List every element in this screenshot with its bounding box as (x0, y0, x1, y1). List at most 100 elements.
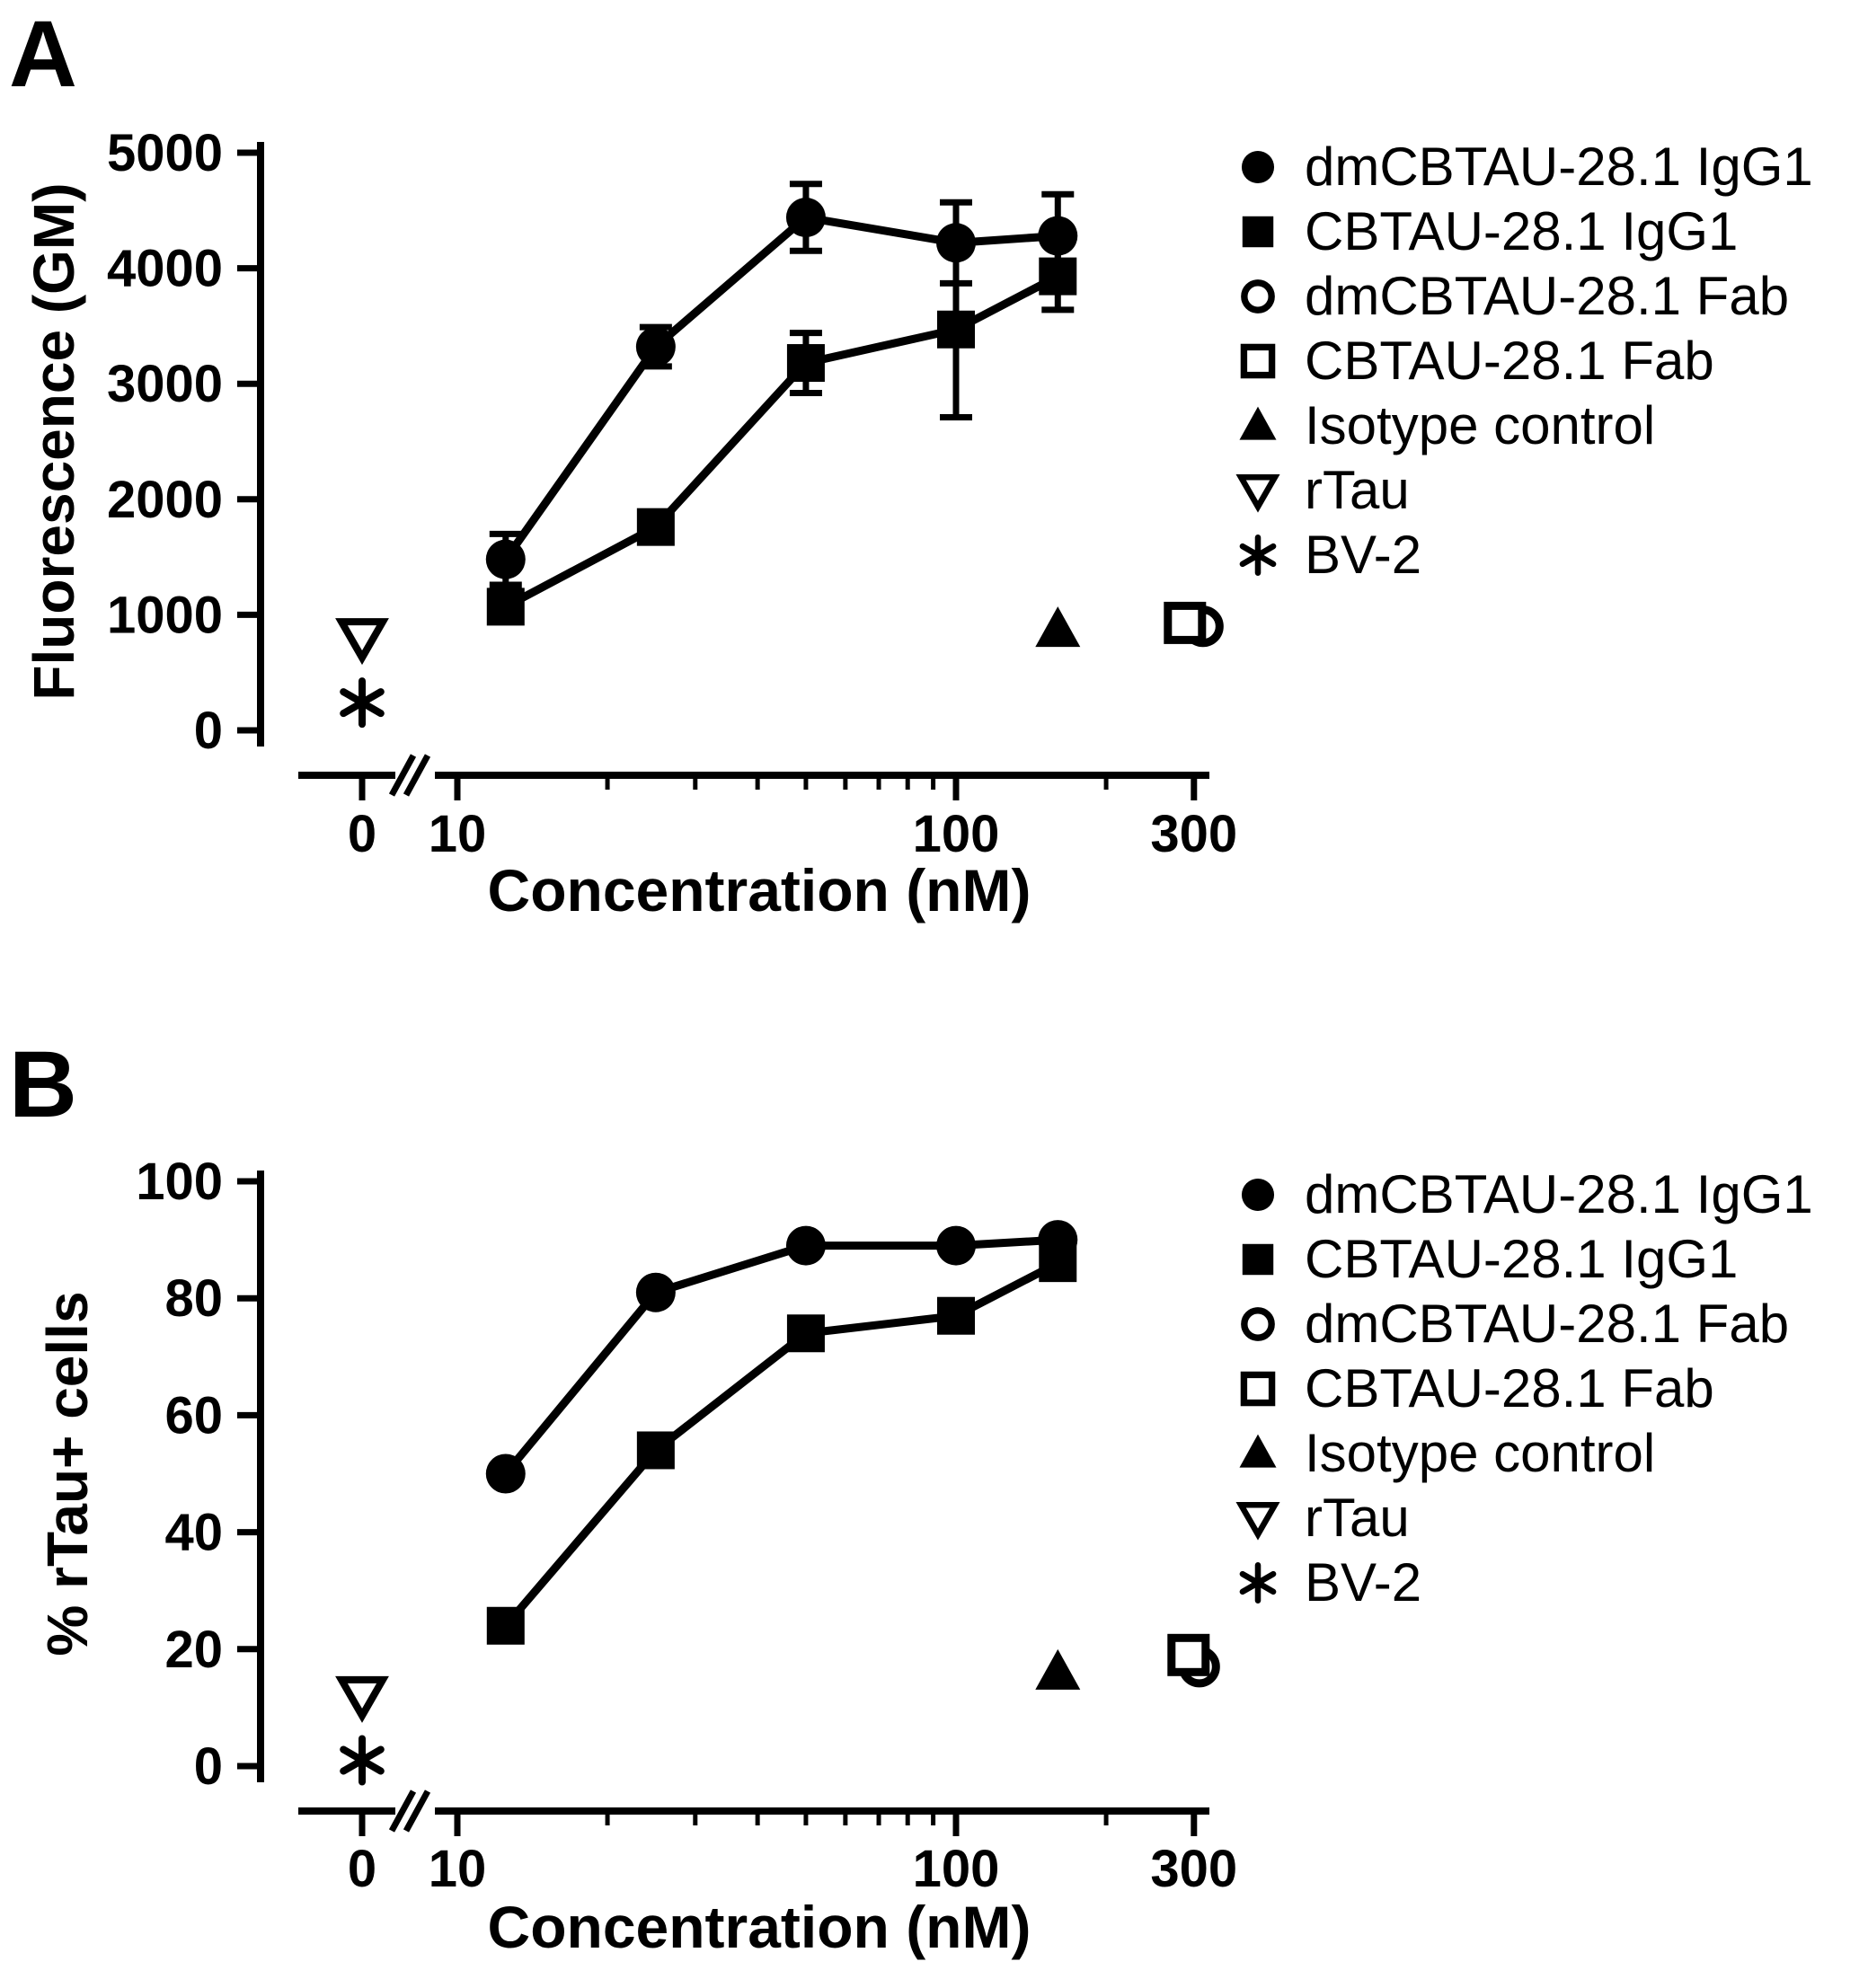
asterisk-icon (1239, 1570, 1277, 1595)
filled-triangle-marker (1035, 1648, 1081, 1690)
y-axis-title: Fluorescence (GM) (22, 182, 86, 700)
x-tick-label: 300 (1150, 1840, 1237, 1898)
x-axis-title: Concentration (nM) (488, 857, 1031, 923)
x-tick-label: 0 (348, 805, 376, 863)
legend-label: CBTAU-28.1 Fab (1305, 1358, 1714, 1418)
filled-circle-marker (936, 1225, 976, 1266)
filled-square-marker (786, 344, 825, 383)
y-tick-label: 2000 (107, 471, 223, 529)
asterisk-marker (340, 1745, 385, 1775)
series-filled-triangle (1035, 606, 1081, 648)
open-circle-icon (1241, 1307, 1275, 1341)
legend-label: dmCBTAU-28.1 IgG1 (1305, 1164, 1813, 1224)
legend-item: BV-2 (1239, 1552, 1421, 1612)
legend-label: dmCBTAU-28.1 Fab (1305, 1294, 1789, 1354)
filled-square-marker (937, 1296, 975, 1335)
y-tick-label: 60 (164, 1386, 223, 1445)
filled-square-marker (636, 508, 675, 546)
filled-square-marker (786, 1314, 825, 1353)
x-tick-label: 100 (913, 1840, 1000, 1898)
series-asterisk (340, 1735, 385, 1786)
filled-square-icon (1242, 1243, 1274, 1276)
y-tick-label: 3000 (107, 355, 223, 413)
y-tick-label: 100 (136, 1153, 223, 1211)
open-inverted-triangle-marker (335, 1675, 389, 1723)
filled-circle-marker (635, 1272, 676, 1312)
legend-item: Isotype control (1239, 395, 1655, 455)
series-open-inverted-triangle (335, 618, 389, 666)
filled-square-marker (937, 310, 975, 349)
filled-square-marker (486, 588, 525, 626)
filled-circle-marker (785, 1225, 826, 1266)
filled-circle-marker (785, 198, 826, 238)
x-tick-label: 300 (1150, 805, 1237, 863)
y-tick-label: 80 (164, 1269, 223, 1328)
legend-item: dmCBTAU-28.1 IgG1 (1241, 137, 1813, 197)
legend-label: CBTAU-28.1 IgG1 (1305, 201, 1738, 261)
filled-square-marker (486, 1606, 525, 1645)
legend-label: Isotype control (1305, 395, 1655, 455)
legend-item: CBTAU-28.1 Fab (1240, 331, 1714, 391)
legend-label: dmCBTAU-28.1 IgG1 (1305, 137, 1813, 197)
series-filled-square (486, 238, 1077, 626)
filled-square-marker (1039, 257, 1077, 296)
axis-break-slash (403, 1789, 431, 1833)
series-filled-triangle (1035, 1648, 1081, 1690)
legend-label: CBTAU-28.1 Fab (1305, 331, 1714, 391)
legend-label: rTau (1305, 1488, 1410, 1548)
filled-triangle-marker (1035, 606, 1081, 648)
legend-item: CBTAU-28.1 IgG1 (1242, 1229, 1738, 1289)
asterisk-marker (340, 688, 385, 718)
axis-break-slash (388, 754, 417, 797)
filled-triangle-icon (1239, 1434, 1277, 1468)
open-inverted-triangle-marker (335, 618, 389, 666)
filled-triangle-icon (1239, 406, 1277, 440)
legend-label: BV-2 (1305, 525, 1421, 585)
open-circle-icon (1241, 279, 1275, 314)
legend-label: rTau (1305, 460, 1410, 520)
series-asterisk (340, 677, 385, 729)
series-open-inverted-triangle (335, 1675, 389, 1723)
y-axis-title: % rTau+ cells (35, 1291, 100, 1656)
legend-label: BV-2 (1305, 1552, 1421, 1612)
series-filled-square (486, 1244, 1077, 1645)
y-tick-label: 0 (194, 702, 223, 760)
y-tick-label: 5000 (107, 124, 223, 182)
filled-circle-marker (635, 327, 676, 367)
x-axis-title: Concentration (nM) (488, 1894, 1031, 1960)
filled-circle-marker (485, 1453, 526, 1494)
y-tick-label: 0 (194, 1737, 223, 1796)
y-tick-label: 1000 (107, 586, 223, 644)
open-square-marker (1167, 1633, 1210, 1676)
axis-break-slash (388, 1789, 417, 1833)
x-tick-label: 0 (348, 1840, 376, 1898)
legend-item: dmCBTAU-28.1 Fab (1241, 1294, 1789, 1354)
series-open-square (1164, 601, 1207, 644)
open-square-marker (1164, 601, 1207, 644)
filled-square-marker (636, 1431, 675, 1470)
filled-square-marker (1039, 1244, 1077, 1283)
legend-item: CBTAU-28.1 Fab (1240, 1358, 1714, 1418)
filled-square-icon (1242, 216, 1274, 248)
legend-label: Isotype control (1305, 1423, 1655, 1483)
panel-a-label: A (9, 2, 77, 107)
series-filled-circle (485, 1220, 1078, 1494)
asterisk-icon (1239, 543, 1277, 568)
y-tick-label: 20 (164, 1621, 223, 1679)
x-tick-label: 100 (913, 805, 1000, 863)
legend-item: dmCBTAU-28.1 Fab (1241, 266, 1789, 326)
open-inverted-triangle-icon (1235, 473, 1280, 513)
panel-b-label: B (9, 1032, 77, 1137)
legend-item: Isotype control (1239, 1423, 1655, 1483)
legend-item: CBTAU-28.1 IgG1 (1242, 201, 1738, 261)
open-square-icon (1240, 1371, 1276, 1407)
legend-label: dmCBTAU-28.1 Fab (1305, 266, 1789, 326)
legend-item: dmCBTAU-28.1 IgG1 (1241, 1164, 1813, 1224)
filled-circle-marker (485, 539, 526, 579)
axis-break-slash (403, 754, 431, 797)
